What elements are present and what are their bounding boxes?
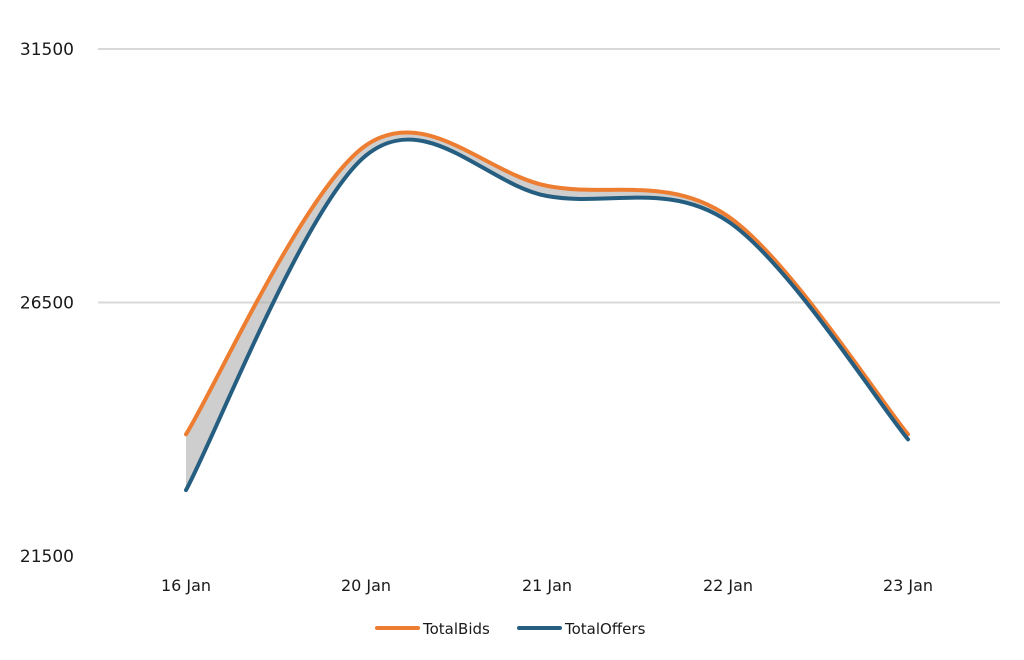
x-tick-label: 23 Jan — [883, 576, 933, 595]
legend-label-totalbids: TotalBids — [422, 620, 490, 638]
x-axis-ticks: 16 Jan 20 Jan 21 Jan 22 Jan 23 Jan — [161, 576, 933, 595]
series-line-totaloffers — [184, 137, 910, 493]
y-tick-label-31500: 31500 — [20, 40, 74, 60]
legend: TotalBids TotalOffers — [375, 620, 646, 638]
series-lines — [184, 130, 910, 493]
y-axis-ticks: 31500 26500 21500 — [20, 40, 74, 567]
x-tick-label: 16 Jan — [161, 576, 211, 595]
y-tick-label-26500: 26500 — [20, 294, 74, 314]
x-tick-label: 21 Jan — [522, 576, 572, 595]
legend-label-totaloffers: TotalOffers — [564, 620, 646, 638]
y-tick-label-21500: 21500 — [20, 547, 74, 567]
gridlines — [98, 48, 1000, 304]
series-line-totalbids — [184, 130, 910, 437]
x-tick-label: 20 Jan — [341, 576, 391, 595]
x-tick-label: 22 Jan — [703, 576, 753, 595]
